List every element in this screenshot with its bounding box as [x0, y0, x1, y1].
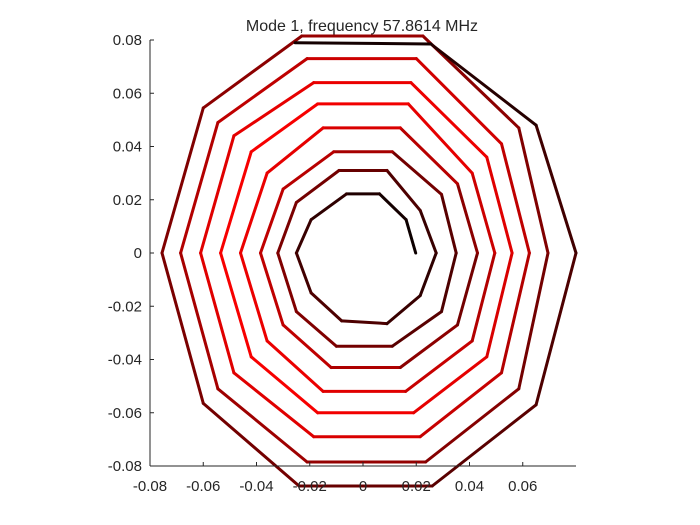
x-tick-label: -0.02	[293, 478, 327, 495]
spiral-segment	[340, 319, 389, 326]
spiral-segment	[309, 291, 344, 323]
spiral-segment	[281, 150, 336, 191]
spiral-segment	[385, 169, 422, 212]
spiral-segment	[276, 200, 298, 255]
spiral-segment	[276, 251, 298, 314]
spiral-segment	[160, 106, 205, 255]
spiral-segment	[179, 121, 220, 255]
spiral-segment	[418, 251, 438, 298]
spiral-segment	[485, 155, 514, 255]
spiral-segment	[259, 251, 285, 327]
spiral-segment	[409, 81, 489, 159]
spiral-segment	[470, 171, 497, 255]
spiral-segment	[430, 403, 538, 488]
chart-title: Mode 1, frequency 57.8614 MHz	[246, 18, 478, 35]
spiral-segment	[179, 251, 220, 391]
spiral-segment	[429, 42, 538, 127]
spiral-segment	[160, 251, 205, 405]
y-tick-label: -0.08	[108, 458, 142, 475]
spiral-segment	[281, 323, 333, 369]
spiral-segment	[199, 134, 236, 255]
spiral-segment	[293, 41, 433, 46]
spiral-segment	[199, 251, 236, 375]
y-tick-label: -0.06	[108, 405, 142, 422]
spiral-segment	[500, 251, 531, 375]
spiral-segment	[398, 126, 459, 186]
spiral-segment	[414, 57, 503, 146]
spiral-segment	[201, 34, 304, 110]
spiral-segment	[294, 310, 338, 348]
spiral-series-line	[160, 34, 578, 488]
spiral-segment	[440, 192, 458, 255]
spiral-segment	[404, 339, 474, 393]
y-tick-label: 0.04	[113, 139, 142, 156]
spiral-segment	[456, 251, 479, 327]
x-tick-label: 0	[359, 478, 367, 495]
spiral-segment	[294, 251, 313, 295]
spiral-segment	[412, 355, 489, 415]
y-tick-label: 0.02	[113, 192, 142, 209]
spiral-segment	[378, 192, 408, 222]
spiral-segment	[309, 192, 348, 222]
y-tick-label: 0	[134, 245, 142, 262]
spiral-segment	[534, 251, 578, 407]
spiral-segment	[239, 251, 269, 343]
spiral-segment	[418, 208, 438, 255]
spiral-segment	[232, 81, 316, 138]
spiral-segment	[517, 126, 550, 255]
spiral-segment	[216, 57, 309, 124]
spiral-segment	[534, 123, 578, 255]
spiral-segment	[418, 371, 503, 439]
x-tick-label: -0.06	[186, 478, 220, 495]
spiral-segment	[249, 102, 320, 154]
spiral-segment	[239, 171, 269, 255]
x-tick-label: -0.08	[133, 478, 167, 495]
spiral-segment	[456, 182, 479, 255]
y-tick-label: 0.06	[113, 85, 142, 102]
spiral-segment	[398, 323, 459, 369]
x-axis-ticks: -0.08 -0.06 -0.04 -0.02 0 0.02 0.04 0.06	[133, 462, 537, 495]
spiral-segment	[440, 251, 458, 314]
spiral-segment	[232, 371, 316, 439]
spiral-segment	[216, 387, 309, 464]
spiral-segment	[265, 126, 325, 175]
spiral-segment	[201, 401, 301, 488]
spiral-segment	[219, 251, 253, 359]
spiral-segment	[500, 142, 531, 255]
y-axis-ticks: -0.08 -0.06 -0.04 -0.02 0 0.02 0.04 0.06 0.08	[108, 32, 154, 475]
y-tick-label: 0.08	[113, 32, 142, 49]
spiral-segment	[259, 187, 285, 255]
x-tick-label: 0.06	[508, 478, 537, 495]
x-tick-label: -0.04	[239, 478, 273, 495]
spiral-segment	[404, 218, 418, 255]
spiral-segment	[517, 251, 550, 391]
spiral-segment	[265, 339, 325, 393]
spiral-segment	[406, 102, 474, 175]
spiral-segment	[294, 169, 341, 204]
spiral-segment	[219, 150, 253, 255]
x-tick-label: 0.02	[402, 478, 431, 495]
spiral-segment	[385, 294, 422, 326]
x-tick-label: 0.04	[455, 478, 484, 495]
spiral-segment	[390, 150, 443, 196]
spiral-segment	[470, 251, 497, 343]
spiral-segment	[294, 218, 313, 255]
y-tick-label: -0.02	[108, 298, 142, 315]
spiral-segment	[390, 310, 443, 348]
y-tick-label: -0.04	[108, 352, 142, 369]
spiral-segment	[424, 387, 521, 464]
spiral-segment	[485, 251, 514, 359]
spiral-segment	[249, 355, 320, 415]
